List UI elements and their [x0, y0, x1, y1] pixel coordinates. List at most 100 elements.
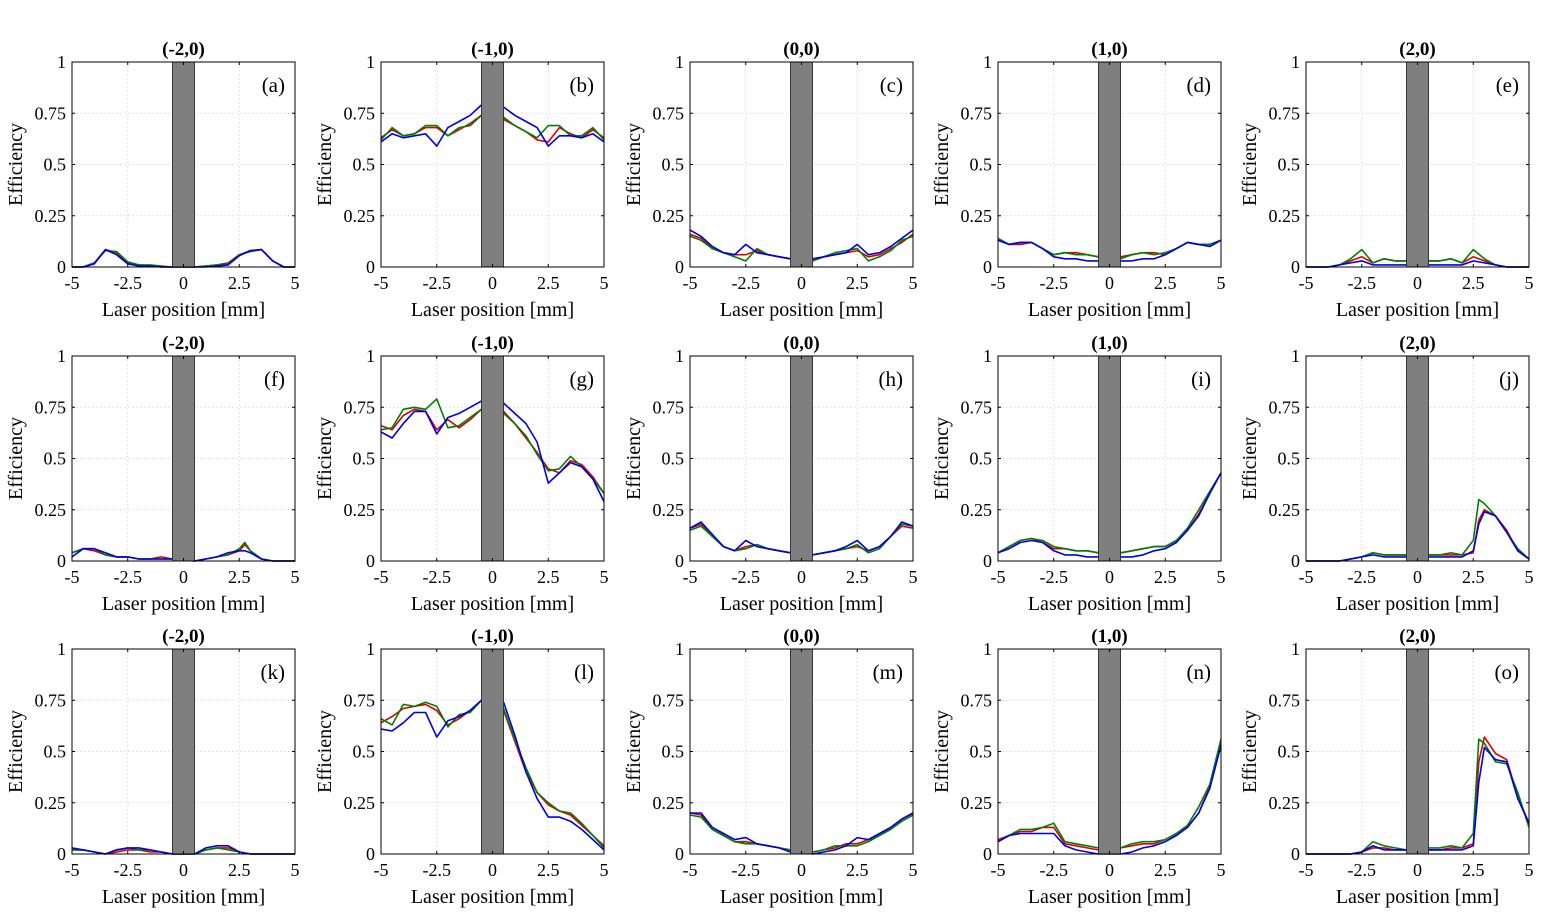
y-axis-label: Efficiency [314, 417, 336, 500]
x-tick-label: -2.5 [1348, 273, 1377, 293]
x-axis-label: Laser position [mm] [1336, 299, 1499, 321]
y-tick-label: 0 [983, 844, 992, 864]
x-tick-label: -2.5 [1348, 567, 1377, 587]
panel-label: (k) [261, 660, 286, 684]
x-tick-label: 2.5 [228, 273, 251, 293]
x-tick-label: 5 [291, 860, 300, 880]
y-tick-label: 0.25 [35, 500, 67, 520]
x-axis-label: Laser position [mm] [102, 886, 265, 908]
y-tick-label: 1 [675, 346, 684, 366]
gap-region [1406, 355, 1429, 562]
panel-label: (h) [879, 367, 904, 391]
panel-label: (i) [1191, 367, 1211, 391]
panel-label: (d) [1187, 73, 1212, 97]
gap-region [1406, 648, 1429, 855]
panel-label: (l) [574, 660, 594, 684]
x-axis-label: Laser position [mm] [1028, 299, 1191, 321]
y-tick-label: 0.75 [1269, 103, 1301, 123]
x-tick-label: 2.5 [537, 567, 560, 587]
x-tick-label: 5 [909, 273, 918, 293]
y-tick-label: 0.75 [653, 103, 685, 123]
y-tick-label: 0.5 [44, 742, 67, 762]
panel-label: (e) [1496, 73, 1519, 97]
subplot-title: (2,0) [1399, 626, 1435, 647]
x-tick-label: -2.5 [114, 860, 143, 880]
y-tick-label: 1 [57, 639, 66, 659]
x-tick-label: 2.5 [846, 273, 869, 293]
x-tick-label: -5 [374, 567, 389, 587]
x-tick-label: -5 [374, 860, 389, 880]
x-tick-label: 0 [1105, 860, 1114, 880]
y-tick-label: 0.25 [961, 206, 993, 226]
x-tick-label: 5 [1217, 567, 1226, 587]
x-tick-label: 5 [1217, 273, 1226, 293]
x-tick-label: 0 [179, 860, 188, 880]
x-axis-label: Laser position [mm] [411, 593, 574, 615]
x-tick-label: 0 [179, 273, 188, 293]
x-tick-label: -5 [683, 567, 698, 587]
x-tick-label: -2.5 [114, 567, 143, 587]
x-tick-label: 2.5 [228, 567, 251, 587]
y-tick-label: 0.5 [662, 155, 685, 175]
gap-region [172, 648, 195, 855]
y-tick-label: 0.75 [344, 103, 376, 123]
x-tick-label: -5 [1299, 860, 1314, 880]
subplot-title: (-2,0) [162, 333, 205, 354]
subplot-title: (1,0) [1091, 626, 1127, 647]
y-tick-label: 0.5 [970, 742, 993, 762]
y-tick-label: 0 [1291, 844, 1300, 864]
gap-region [481, 355, 504, 562]
gap-region [1098, 355, 1121, 562]
x-tick-label: 0 [1413, 273, 1422, 293]
y-tick-label: 0.5 [353, 155, 376, 175]
y-tick-label: 1 [1291, 639, 1300, 659]
y-tick-label: 0.25 [653, 793, 685, 813]
x-tick-label: 0 [179, 567, 188, 587]
x-tick-label: 2.5 [1462, 567, 1485, 587]
y-tick-label: 0 [675, 257, 684, 277]
panel-label: (n) [1187, 660, 1212, 684]
x-tick-label: 2.5 [537, 860, 560, 880]
gap-region [790, 648, 813, 855]
y-axis-label: Efficiency [314, 123, 336, 206]
y-axis-label: Efficiency [931, 123, 953, 206]
gap-region [172, 355, 195, 562]
panel-label: (a) [262, 73, 285, 97]
gap-region [481, 648, 504, 855]
x-tick-label: -2.5 [732, 273, 761, 293]
y-tick-label: 1 [57, 52, 66, 72]
y-tick-label: 0.75 [344, 690, 376, 710]
y-tick-label: 0 [366, 844, 375, 864]
subplot-title: (0,0) [783, 333, 819, 354]
x-tick-label: 0 [1413, 860, 1422, 880]
x-tick-label: 5 [1525, 860, 1534, 880]
subplot-i: -5 -2.5 0 2.5 5 0 0.25 0.5 0.75 1 (1,0) (i) Laser po… [931, 333, 1226, 615]
subplot-l: -5 -2.5 0 2.5 5 0 0.25 0.5 0.75 1 (-1,0) (l) Laser p… [314, 626, 609, 908]
x-tick-label: -5 [991, 567, 1006, 587]
x-tick-label: -5 [65, 860, 80, 880]
y-axis-label: Efficiency [5, 417, 27, 500]
x-tick-label: -2.5 [423, 567, 452, 587]
x-tick-label: 0 [1105, 273, 1114, 293]
y-tick-label: 0.5 [44, 449, 67, 469]
y-tick-label: 0 [983, 257, 992, 277]
x-tick-label: 0 [488, 860, 497, 880]
panel-label: (o) [1495, 660, 1520, 684]
y-tick-label: 0 [675, 844, 684, 864]
subplot-title: (2,0) [1399, 39, 1435, 60]
y-axis-label: Efficiency [1239, 710, 1261, 793]
x-tick-label: 5 [600, 567, 609, 587]
x-tick-label: 2.5 [1154, 860, 1177, 880]
gap-region [1406, 61, 1429, 268]
panel-label: (j) [1499, 367, 1519, 391]
y-axis-label: Efficiency [5, 123, 27, 206]
panel-label: (c) [880, 73, 903, 97]
x-axis-label: Laser position [mm] [102, 299, 265, 321]
x-axis-label: Laser position [mm] [720, 593, 883, 615]
x-tick-label: -2.5 [423, 860, 452, 880]
x-tick-label: 5 [291, 567, 300, 587]
gap-region [790, 61, 813, 268]
panel-label: (g) [570, 367, 595, 391]
y-tick-label: 1 [983, 346, 992, 366]
x-tick-label: -5 [374, 273, 389, 293]
